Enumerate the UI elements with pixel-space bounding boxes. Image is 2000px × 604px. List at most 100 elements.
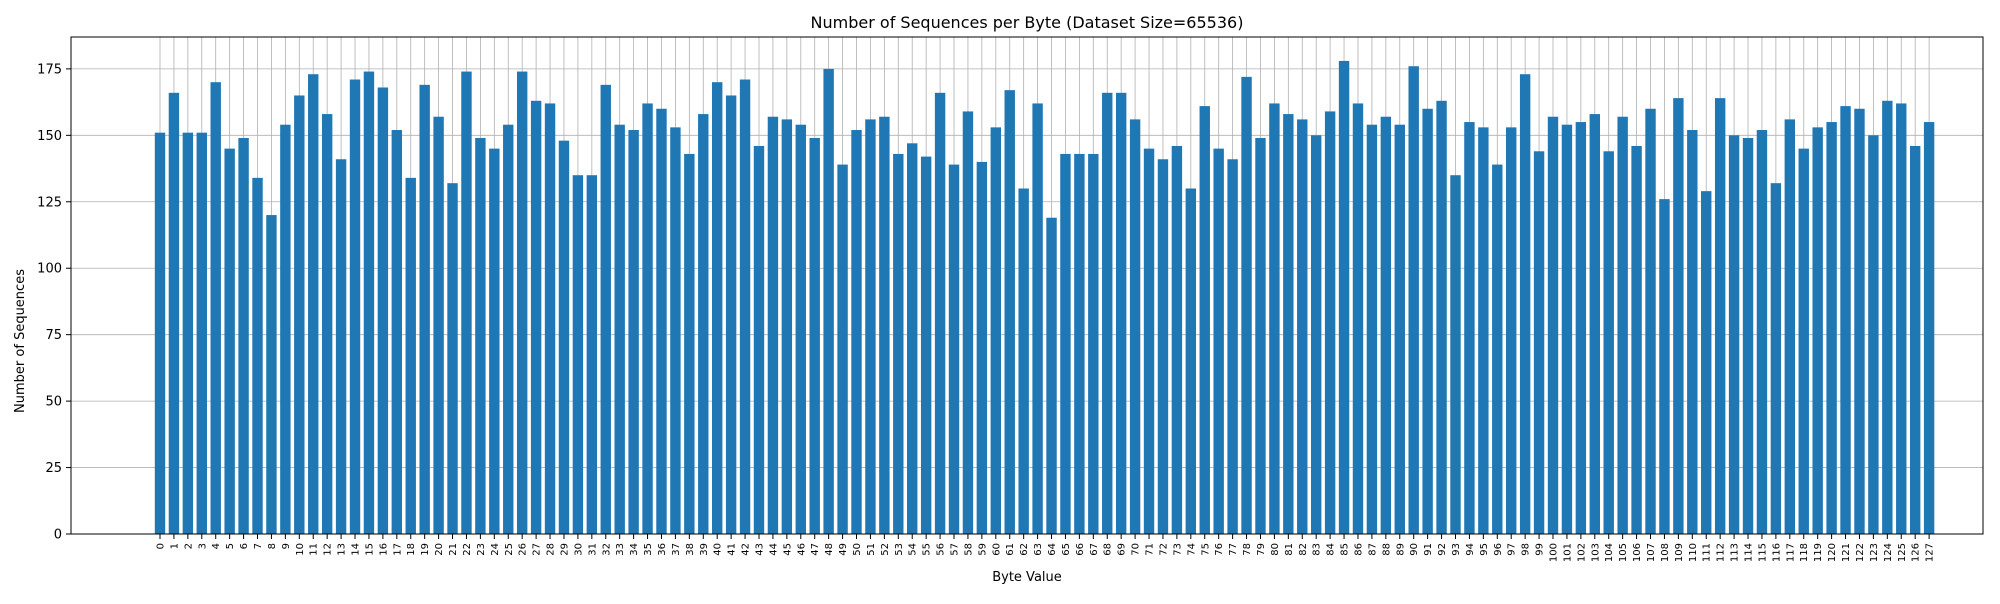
bar xyxy=(1199,106,1210,535)
x-tick-label: 32 xyxy=(601,543,612,556)
bar xyxy=(1519,74,1531,534)
bar xyxy=(405,177,416,534)
x-tick-label: 10 xyxy=(295,543,306,556)
x-tick-label: 19 xyxy=(420,543,431,556)
bar xyxy=(698,114,709,535)
x-tick-label: 66 xyxy=(1075,543,1086,556)
bar xyxy=(447,183,458,535)
x-tick-label: 43 xyxy=(754,543,765,556)
bar xyxy=(739,79,751,535)
bar xyxy=(349,79,361,535)
x-tick-label: 41 xyxy=(727,543,738,556)
bar xyxy=(1617,116,1628,535)
bar xyxy=(1826,122,1837,534)
bar xyxy=(1255,137,1266,534)
x-tick-label: 9 xyxy=(281,543,292,549)
bar xyxy=(489,148,500,534)
bar xyxy=(642,103,653,534)
x-tick-label: 99 xyxy=(1535,543,1546,556)
bar xyxy=(1143,148,1155,534)
x-tick-label: 34 xyxy=(629,543,640,556)
bar xyxy=(976,161,988,535)
bar xyxy=(1088,153,1099,535)
x-tick-label: 56 xyxy=(936,543,947,556)
bar xyxy=(1798,148,1809,534)
x-tick-label: 89 xyxy=(1395,543,1406,556)
x-tick-label: 23 xyxy=(476,543,487,556)
bar xyxy=(809,137,820,534)
x-tick-label: 113 xyxy=(1730,543,1741,562)
x-tick-label: 83 xyxy=(1312,543,1323,556)
x-tick-label: 16 xyxy=(378,543,389,556)
x-tick-label: 115 xyxy=(1757,543,1768,562)
x-tick-label: 96 xyxy=(1493,543,1504,556)
x-tick-label: 78 xyxy=(1242,543,1253,556)
bar xyxy=(907,143,918,534)
bar xyxy=(1909,145,1921,535)
bar xyxy=(1060,153,1071,535)
bar xyxy=(1756,130,1768,534)
bar xyxy=(1603,151,1614,534)
bar xyxy=(544,103,556,534)
bar xyxy=(837,164,848,534)
x-tick-label: 68 xyxy=(1103,543,1114,556)
x-tick-label: 110 xyxy=(1688,543,1699,562)
x-tick-label: 120 xyxy=(1827,543,1838,562)
bar xyxy=(1882,100,1893,534)
x-tick-label: 72 xyxy=(1158,543,1169,556)
bar xyxy=(1547,116,1559,535)
x-tick-label: 67 xyxy=(1089,543,1100,556)
bar xyxy=(1784,119,1796,534)
x-tick-label: 87 xyxy=(1367,543,1378,556)
bar xyxy=(990,127,1001,534)
x-tick-label: 76 xyxy=(1214,543,1225,556)
bar xyxy=(168,92,180,534)
x-tick-label: 122 xyxy=(1855,543,1866,562)
bar xyxy=(1687,130,1698,534)
bar xyxy=(1770,183,1782,535)
bar xyxy=(1575,122,1587,534)
bar xyxy=(224,148,235,534)
bar xyxy=(767,116,779,535)
bar xyxy=(1923,122,1935,534)
bar xyxy=(433,116,444,535)
bar xyxy=(266,215,277,534)
bar xyxy=(1450,175,1461,535)
bar xyxy=(1659,199,1670,535)
bar xyxy=(1854,108,1865,534)
x-tick-label: 104 xyxy=(1604,543,1615,562)
x-tick-label: 101 xyxy=(1562,543,1573,562)
bar xyxy=(1185,188,1197,534)
x-tick-label: 126 xyxy=(1911,543,1922,562)
x-tick-label: 55 xyxy=(922,543,933,556)
x-tick-label: 108 xyxy=(1660,543,1671,562)
x-tick-label: 31 xyxy=(587,543,598,556)
bar xyxy=(210,82,221,534)
bar xyxy=(321,114,333,535)
bar xyxy=(1464,122,1475,534)
bar xyxy=(628,130,639,534)
x-tick-label: 38 xyxy=(685,543,696,556)
x-tick-label: 106 xyxy=(1632,543,1643,562)
x-tick-label: 80 xyxy=(1270,543,1281,556)
x-tick-label: 7 xyxy=(253,543,264,549)
x-tick-label: 47 xyxy=(810,543,821,556)
bar xyxy=(1352,103,1364,534)
x-tick-label: 121 xyxy=(1841,543,1852,562)
x-tick-label: 24 xyxy=(490,543,501,556)
bar xyxy=(475,137,486,534)
bar xyxy=(1269,103,1280,534)
x-tick-label: 17 xyxy=(392,543,403,556)
x-tick-label: 64 xyxy=(1047,543,1058,556)
bar xyxy=(781,119,793,534)
x-tick-label: 15 xyxy=(364,543,375,556)
x-tick-label: 25 xyxy=(504,543,515,556)
bars xyxy=(154,60,1935,535)
x-tick-label: 29 xyxy=(559,543,570,556)
x-tick-label: 70 xyxy=(1131,543,1142,556)
y-tick-label: 75 xyxy=(45,328,62,343)
bar xyxy=(893,153,904,535)
x-tick-label: 59 xyxy=(977,543,988,556)
x-tick-label: 103 xyxy=(1590,543,1601,562)
